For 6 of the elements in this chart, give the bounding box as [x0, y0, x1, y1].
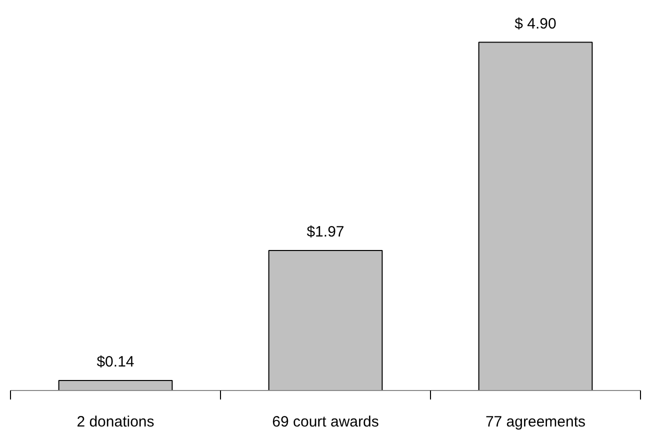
- data-label: $0.14: [96, 354, 134, 371]
- data-label: $1.97: [306, 224, 344, 241]
- x-tick-label: 69 court awards: [272, 414, 379, 430]
- data-label: $ 4.90: [514, 15, 556, 32]
- x-tick-label: 2 donations: [76, 414, 154, 430]
- x-tick-label: 77 agreements: [485, 414, 586, 430]
